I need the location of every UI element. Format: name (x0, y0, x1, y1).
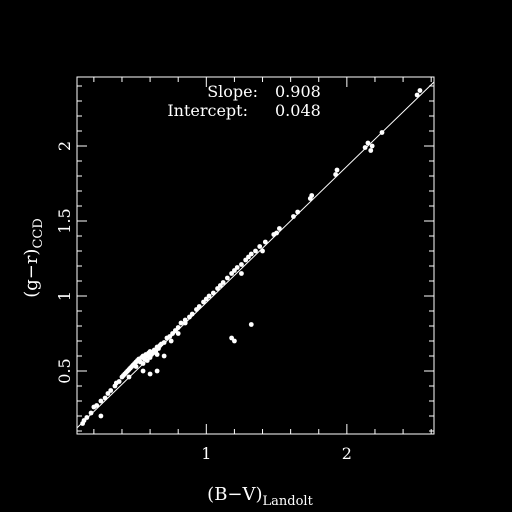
data-point (232, 268, 237, 273)
data-point (161, 353, 167, 359)
major-ticks (77, 77, 434, 434)
x-axis-title-sub: Landolt (263, 494, 314, 509)
data-point (333, 172, 339, 177)
data-point (291, 214, 296, 219)
y-axis-title-main: (g−r) (21, 249, 42, 298)
x-axis-title-main: (B−V) (207, 484, 262, 505)
y-tick-labels: 0.5 1 1.5 2 (55, 141, 74, 384)
data-point (369, 143, 375, 149)
data-point (295, 209, 301, 215)
data-point (243, 257, 249, 263)
data-point (84, 415, 90, 420)
data-point (105, 391, 111, 396)
data-point (248, 251, 254, 257)
data-point (262, 239, 268, 245)
data-point (187, 314, 192, 320)
data-points (80, 88, 423, 426)
data-point (217, 283, 223, 288)
data-point (365, 140, 371, 146)
data-point (102, 395, 108, 401)
data-point (98, 413, 104, 419)
data-point (196, 304, 202, 309)
y-axis-title: (g−r)CCD (21, 218, 46, 298)
data-point (206, 293, 212, 299)
data-point (161, 340, 167, 345)
data-point (175, 325, 181, 330)
data-point (147, 371, 153, 377)
data-point (144, 358, 150, 363)
data-point (246, 254, 251, 260)
data-point (257, 244, 263, 249)
data-point (379, 130, 385, 135)
data-point (210, 290, 216, 296)
x-tick-label: 1 (201, 444, 211, 463)
data-point (81, 418, 87, 423)
data-point (133, 364, 139, 369)
data-point (182, 320, 188, 326)
data-point (253, 248, 258, 254)
y-axis-title-sub: CCD (31, 218, 46, 248)
fit-line (76, 81, 435, 429)
data-point (309, 193, 315, 198)
data-point (215, 286, 220, 291)
data-point (154, 368, 160, 374)
data-point (232, 338, 237, 344)
data-point (88, 410, 94, 416)
data-point (334, 167, 340, 173)
data-point (178, 320, 184, 326)
data-point (274, 230, 279, 236)
data-point (239, 262, 244, 267)
data-point (168, 338, 174, 344)
data-point (220, 280, 226, 285)
data-point (229, 335, 235, 341)
data-point (108, 388, 114, 393)
data-point (167, 334, 173, 339)
data-point (172, 328, 178, 333)
data-point (94, 403, 100, 408)
data-point (417, 88, 423, 93)
y-tick-label: 0.5 (55, 358, 74, 383)
data-point (154, 352, 160, 357)
data-point (98, 398, 104, 404)
minor-ticks (77, 77, 434, 434)
data-point (201, 299, 206, 305)
data-point (276, 226, 282, 231)
data-point (362, 145, 368, 150)
data-point (248, 322, 254, 327)
data-point (203, 296, 209, 302)
data-point (224, 275, 230, 281)
slope-value: 0.908 (275, 82, 321, 101)
intercept-label: Intercept: (167, 101, 248, 120)
plot-frame (76, 76, 435, 435)
data-point (189, 311, 195, 317)
y-tick-label: 1.5 (55, 208, 74, 233)
slope-label: Slope: (207, 82, 258, 101)
data-point (239, 271, 244, 276)
data-point (234, 265, 240, 270)
data-point (140, 368, 146, 374)
data-point (116, 379, 122, 384)
y-tick-label: 2 (55, 141, 74, 151)
data-point (126, 374, 132, 380)
data-point (140, 361, 146, 366)
data-point (170, 331, 175, 336)
data-point (229, 271, 235, 276)
y-axis-title-group: (g−r)CCD (21, 218, 46, 298)
data-point (260, 248, 265, 254)
data-point (175, 331, 181, 336)
intercept-value: 0.048 (275, 101, 321, 120)
x-tick-label: 2 (342, 444, 352, 463)
x-axis-title: (B−V)Landolt (207, 484, 313, 509)
data-point (194, 307, 199, 312)
y-tick-label: 1 (55, 291, 74, 301)
data-point (368, 148, 374, 153)
data-point (414, 92, 420, 98)
